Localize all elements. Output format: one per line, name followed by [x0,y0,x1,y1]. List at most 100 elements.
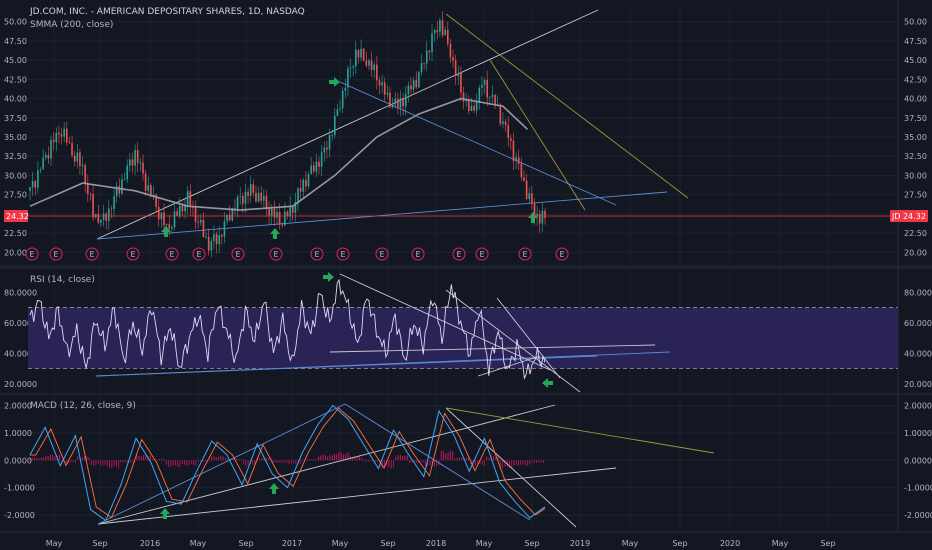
candle-body [84,165,86,184]
macd-hist-bar [458,457,460,461]
macd-hist-bar [449,450,451,461]
macd-hist-bar [86,456,88,461]
candle-body [163,212,165,226]
macd-trend-lines [97,403,715,528]
macd-hist-bar [118,460,120,469]
macd-hist-bar [527,460,529,466]
macd-hist-bar [233,459,235,461]
candle-body [165,224,168,226]
candle-body [273,208,276,218]
price-tick-right: 22.50 [904,229,927,238]
candle-body [512,140,515,161]
candle-body [123,179,126,181]
candle-body [407,85,410,95]
macd-hist-bar [363,460,365,462]
macd-hist-bar [202,460,204,462]
candle-body [294,201,297,213]
macd-hist-bar [140,456,142,461]
candle-body [410,85,412,90]
candle-body [491,94,494,97]
macd-hist-bar [97,460,99,464]
macd-hist-bar [402,455,404,461]
candle-body [176,211,178,216]
candle-body [376,64,378,81]
macd-hist-bar [424,460,426,468]
candle-body [223,221,226,237]
macd-hist-bar [88,457,90,461]
macd-hist-bar [156,459,158,461]
price-panel[interactable]: JD.COM, INC. - AMERICAN DEPOSITARY SHARE… [4,7,928,261]
candle-body [373,64,376,70]
macd-hist-bar [354,456,356,461]
earnings-marker-label: E [456,250,461,259]
macd-hist-bar [184,460,185,465]
macd-hist-bar [36,457,38,461]
macd-hist-bar [318,456,320,461]
price-arrows [161,77,538,239]
earnings-marker-label: E [196,250,201,259]
candle-body [213,234,215,241]
candle-body [320,152,323,167]
candle-body [34,181,37,188]
macd-hist-bar [174,460,176,466]
candle-body [60,134,63,137]
macd-hist-bar [390,460,392,469]
candle-body [263,195,265,201]
macd-hist-bar [265,457,267,461]
macd-hist-bar [120,460,122,463]
price-trend-line [96,191,668,240]
macd-hist-bar [47,456,49,461]
earnings-marker-label: E [479,250,484,259]
macd-hist-bar [258,458,260,461]
candle-body [184,205,186,212]
macd-hist-bar [315,458,317,461]
price-tick-left: 45.00 [4,56,27,65]
candle-body [297,188,299,202]
macd-hist-bar [293,460,295,463]
candle-body [423,63,425,64]
candle-body [533,203,536,217]
macd-hist-bar [445,453,447,461]
candle-body [360,48,362,58]
candle-body [478,87,481,103]
symbol-badge: JD [891,212,901,221]
macd-histogram [29,450,544,469]
candle-body [142,162,144,174]
candle-body [305,179,307,187]
macd-hist-bar [388,460,390,468]
candle-body [420,63,423,73]
candle-body [202,219,205,237]
candle-body [397,98,399,109]
macd-hist-bar [361,457,363,461]
macd-hist-bar [231,459,233,461]
macd-hist-bar [52,455,54,461]
macd-hist-bar [343,454,345,461]
candle-body [147,185,150,191]
rsi-tick-left: 40.0000 [4,349,37,358]
price-tick-left: 35.00 [4,133,27,142]
candle-body [544,210,546,219]
candle-body [457,73,460,76]
candle-body [278,212,281,225]
x-tick-label: May [622,539,639,548]
macd-hist-bar [177,460,179,467]
candle-body [242,195,244,204]
macd-panel[interactable]: MACD (12, 26, close, 9) 2.0000 2.0000 1.00… [4,401,932,528]
candle-body [79,152,81,167]
candle-body [134,149,136,166]
candle-body [336,109,339,116]
macd-hist-bar [320,455,322,461]
macd-hist-bar [502,460,504,469]
macd-hist-bar [538,460,540,463]
earnings-marker-label: E [415,250,420,259]
candle-body [58,132,60,135]
candle-body [29,187,31,191]
macd-hist-bar [243,460,245,465]
candle-body [247,191,249,196]
macd-hist-bar [477,460,479,466]
rsi-panel[interactable]: RSI (14, close) 80.0000 80.0000 60.0000 60.… [4,272,932,393]
macd-hist-bar [224,457,226,461]
macd-hist-bar [524,460,526,466]
macd-hist-bar [290,460,292,464]
